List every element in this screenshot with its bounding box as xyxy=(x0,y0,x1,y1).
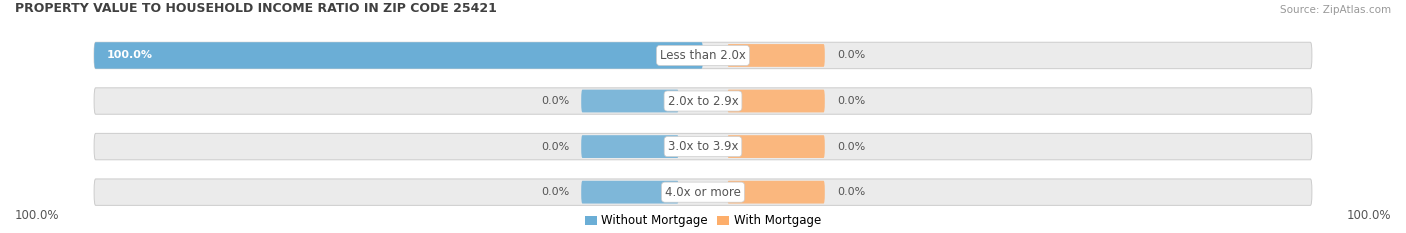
FancyBboxPatch shape xyxy=(94,133,1312,160)
FancyBboxPatch shape xyxy=(581,90,679,112)
FancyBboxPatch shape xyxy=(94,42,1312,69)
Text: 0.0%: 0.0% xyxy=(837,187,865,197)
Text: Less than 2.0x: Less than 2.0x xyxy=(659,49,747,62)
Text: 100.0%: 100.0% xyxy=(15,209,59,222)
FancyBboxPatch shape xyxy=(727,135,825,158)
FancyBboxPatch shape xyxy=(581,181,679,204)
Text: 0.0%: 0.0% xyxy=(837,51,865,60)
FancyBboxPatch shape xyxy=(581,135,679,158)
Text: PROPERTY VALUE TO HOUSEHOLD INCOME RATIO IN ZIP CODE 25421: PROPERTY VALUE TO HOUSEHOLD INCOME RATIO… xyxy=(15,2,496,15)
Text: 0.0%: 0.0% xyxy=(837,142,865,152)
Text: 100.0%: 100.0% xyxy=(107,51,152,60)
Text: 0.0%: 0.0% xyxy=(541,96,569,106)
FancyBboxPatch shape xyxy=(727,181,825,204)
Text: 4.0x or more: 4.0x or more xyxy=(665,186,741,199)
Text: 0.0%: 0.0% xyxy=(837,96,865,106)
Text: Source: ZipAtlas.com: Source: ZipAtlas.com xyxy=(1279,5,1391,15)
FancyBboxPatch shape xyxy=(727,44,825,67)
FancyBboxPatch shape xyxy=(727,90,825,112)
Text: 0.0%: 0.0% xyxy=(541,187,569,197)
FancyBboxPatch shape xyxy=(94,88,1312,114)
Text: 100.0%: 100.0% xyxy=(1347,209,1391,222)
Text: 0.0%: 0.0% xyxy=(541,142,569,152)
Text: 2.0x to 2.9x: 2.0x to 2.9x xyxy=(668,95,738,107)
FancyBboxPatch shape xyxy=(94,42,703,69)
Text: 3.0x to 3.9x: 3.0x to 3.9x xyxy=(668,140,738,153)
FancyBboxPatch shape xyxy=(94,179,1312,205)
Legend: Without Mortgage, With Mortgage: Without Mortgage, With Mortgage xyxy=(581,210,825,232)
